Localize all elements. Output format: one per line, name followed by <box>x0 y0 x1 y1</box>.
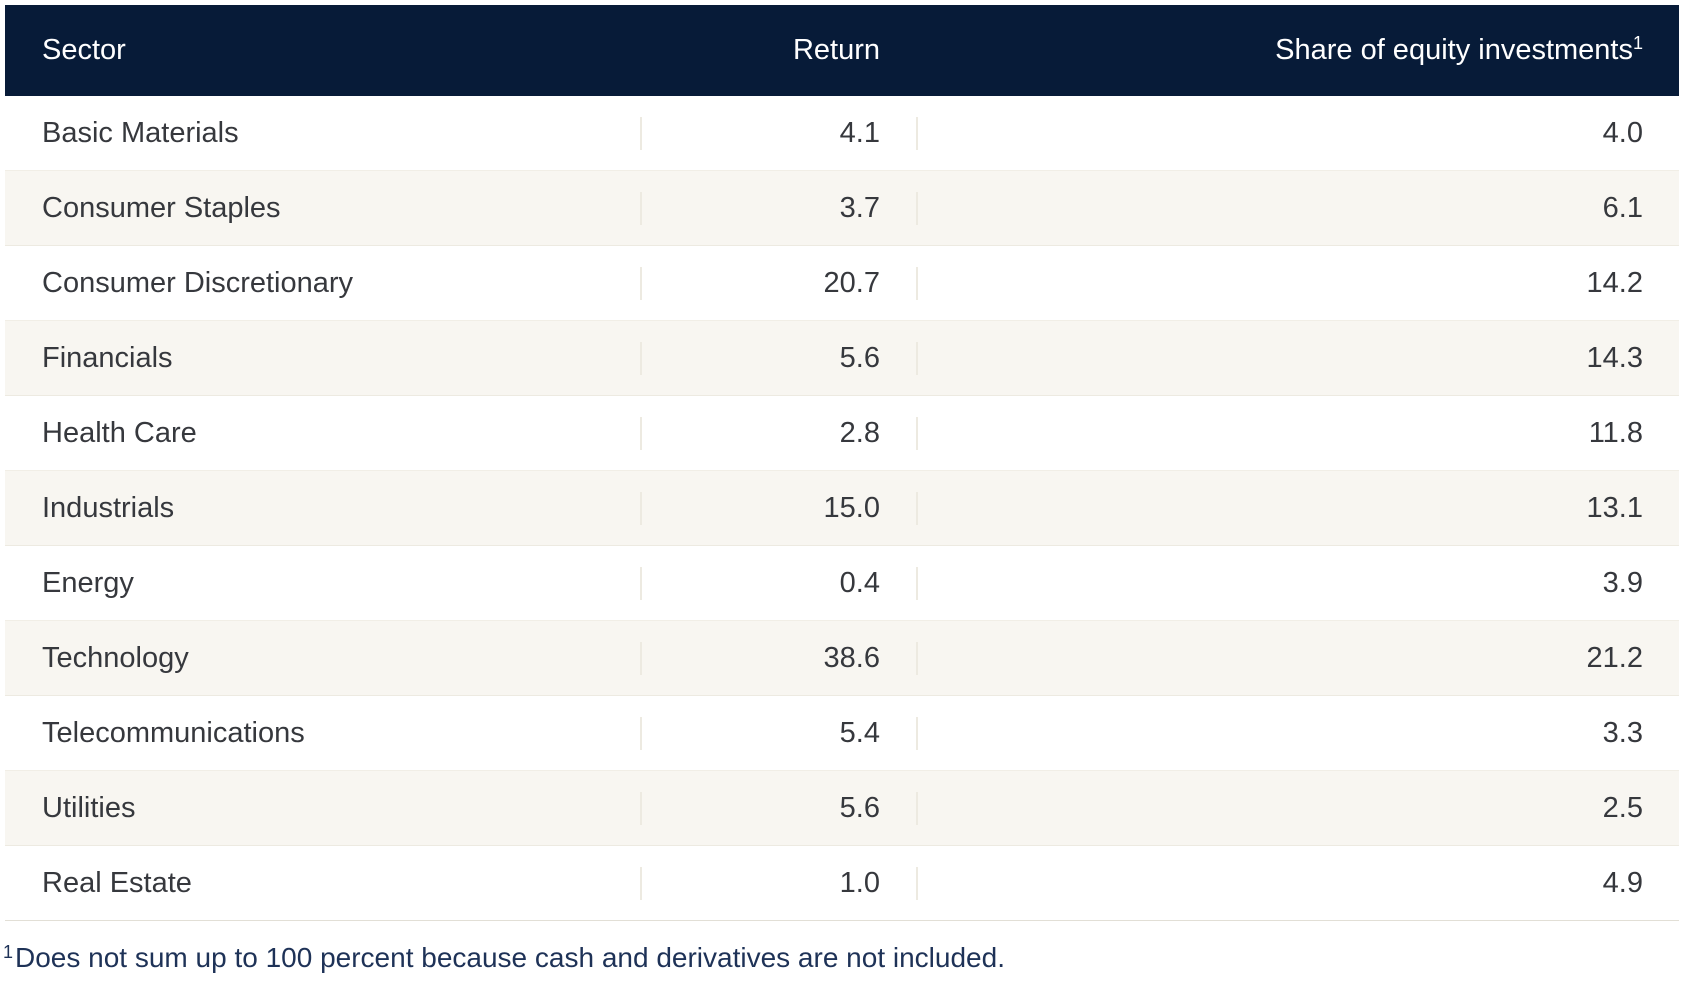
share-cell: 14.2 <box>1586 266 1643 299</box>
return-cell: 38.6 <box>642 641 918 675</box>
return-cell: 20.7 <box>642 266 918 300</box>
table-footnote: 1Does not sum up to 100 percent because … <box>3 941 1686 975</box>
table-row: Technology 38.6 21.2 <box>5 621 1679 696</box>
share-cell: 4.0 <box>1602 116 1643 149</box>
table-row: Consumer Discretionary 20.7 14.2 <box>5 246 1679 321</box>
share-cell: 13.1 <box>1586 491 1643 524</box>
sector-cell: Consumer Staples <box>5 191 642 225</box>
return-cell: 2.8 <box>642 416 918 450</box>
return-cell: 0.4 <box>642 566 918 600</box>
column-header-share: Share of equity investments1 <box>918 34 1679 67</box>
sector-cell: Energy <box>5 566 642 600</box>
sector-cell: Health Care <box>5 416 642 450</box>
sector-cell: Technology <box>5 641 642 675</box>
sector-cell: Financials <box>5 341 642 375</box>
column-header-return: Return <box>792 34 880 66</box>
table-row: Health Care 2.8 11.8 <box>5 396 1679 471</box>
share-cell: 11.8 <box>1588 416 1643 449</box>
column-header-share-label: Share of equity investments <box>1275 34 1633 66</box>
share-cell: 3.9 <box>1602 566 1643 599</box>
table-row: Real Estate 1.0 4.9 <box>5 846 1679 921</box>
share-cell: 21.2 <box>1586 641 1643 674</box>
table-row: Consumer Staples 3.7 6.1 <box>5 171 1679 246</box>
table-row: Financials 5.6 14.3 <box>5 321 1679 396</box>
footnote-text: Does not sum up to 100 percent because c… <box>15 942 1005 973</box>
return-cell: 5.4 <box>642 716 918 750</box>
sector-cell: Utilities <box>5 791 642 825</box>
return-cell: 3.7 <box>642 191 918 225</box>
sector-cell: Basic Materials <box>5 116 642 150</box>
share-cell: 6.1 <box>1602 191 1643 224</box>
sector-cell: Consumer Discretionary <box>5 266 642 300</box>
sector-cell: Real Estate <box>5 866 642 900</box>
share-cell: 14.3 <box>1586 341 1643 374</box>
return-cell: 1.0 <box>642 866 918 900</box>
return-cell: 5.6 <box>642 341 918 375</box>
share-cell: 3.3 <box>1602 716 1643 749</box>
table-body: Basic Materials 4.1 4.0 Consumer Staples 3.7… <box>5 96 1679 921</box>
footnote-marker: 1 <box>3 942 14 962</box>
table-row: Utilities 5.6 2.5 <box>5 771 1679 846</box>
table-header-row: Sector Return Share of equity investment… <box>5 5 1679 96</box>
return-cell: 5.6 <box>642 791 918 825</box>
footnote-marker-superscript: 1 <box>1632 34 1643 53</box>
return-cell: 15.0 <box>642 491 918 525</box>
sector-returns-table: Sector Return Share of equity investment… <box>5 5 1679 921</box>
table-row: Telecommunications 5.4 3.3 <box>5 696 1679 771</box>
return-cell: 4.1 <box>642 116 918 150</box>
share-cell: 2.5 <box>1602 791 1643 824</box>
sector-cell: Industrials <box>5 491 642 525</box>
table-row: Industrials 15.0 13.1 <box>5 471 1679 546</box>
table-row: Energy 0.4 3.9 <box>5 546 1679 621</box>
sector-cell: Telecommunications <box>5 716 642 750</box>
table-row: Basic Materials 4.1 4.0 <box>5 96 1679 171</box>
share-cell: 4.9 <box>1602 866 1643 899</box>
column-header-sector: Sector <box>42 34 126 66</box>
